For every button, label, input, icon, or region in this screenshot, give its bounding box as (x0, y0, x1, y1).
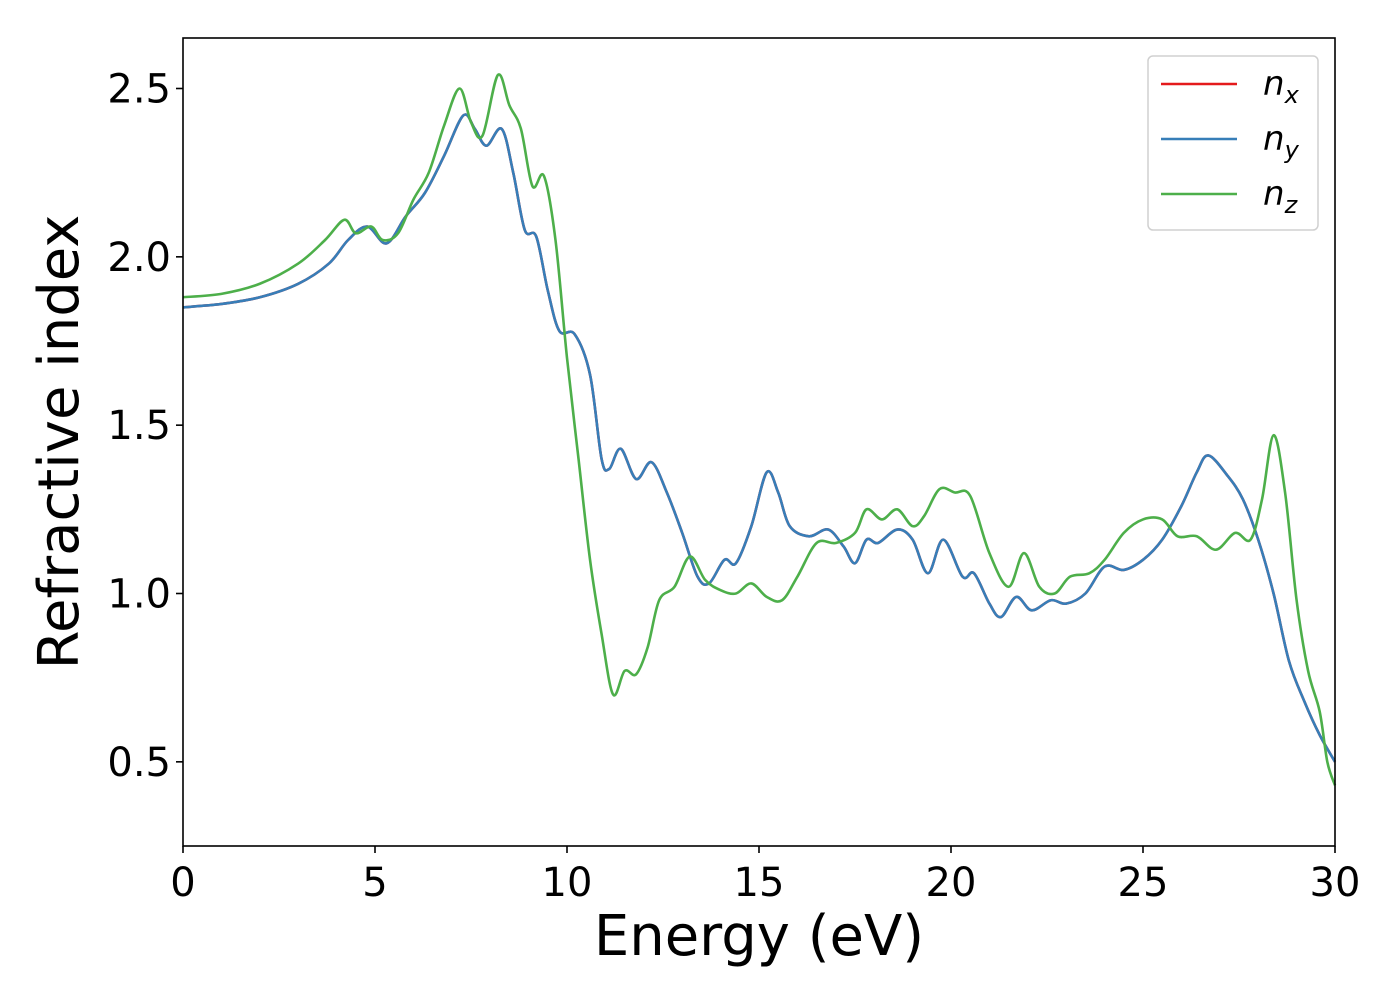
y-tick-label: 2.5 (107, 67, 171, 113)
y-axis-ticks: 0.5 1.0 1.5 2.0 2.5 (107, 67, 183, 786)
series-layer (182, 73, 1337, 786)
x-tick-label: 0 (170, 860, 195, 906)
x-tick-label: 25 (1118, 860, 1169, 906)
legend-label-nz: nz (1263, 174, 1299, 219)
x-axis-ticks: 0 5 10 15 20 25 30 (170, 846, 1360, 906)
legend-box (1147, 55, 1319, 231)
legend: nx ny nz (1147, 55, 1319, 231)
y-tick-label: 1.5 (107, 403, 171, 449)
x-tick-label: 20 (926, 860, 977, 906)
legend-label-ny: ny (1263, 119, 1300, 164)
x-tick-label: 30 (1310, 860, 1361, 906)
y-tick-label: 2.0 (107, 235, 171, 281)
series-line-nz (182, 73, 1337, 786)
x-tick-label: 15 (734, 860, 785, 906)
y-axis-label: Refractive index (27, 215, 92, 670)
x-tick-label: 5 (362, 860, 387, 906)
y-tick-label: 0.5 (107, 740, 171, 786)
x-axis-label: Energy (eV) (594, 904, 924, 969)
legend-entries: nx ny nz (1161, 64, 1300, 219)
x-tick-label: 10 (542, 860, 593, 906)
y-tick-label: 1.0 (107, 572, 171, 618)
legend-label-nx: nx (1263, 64, 1300, 109)
plot-area (183, 38, 1335, 846)
